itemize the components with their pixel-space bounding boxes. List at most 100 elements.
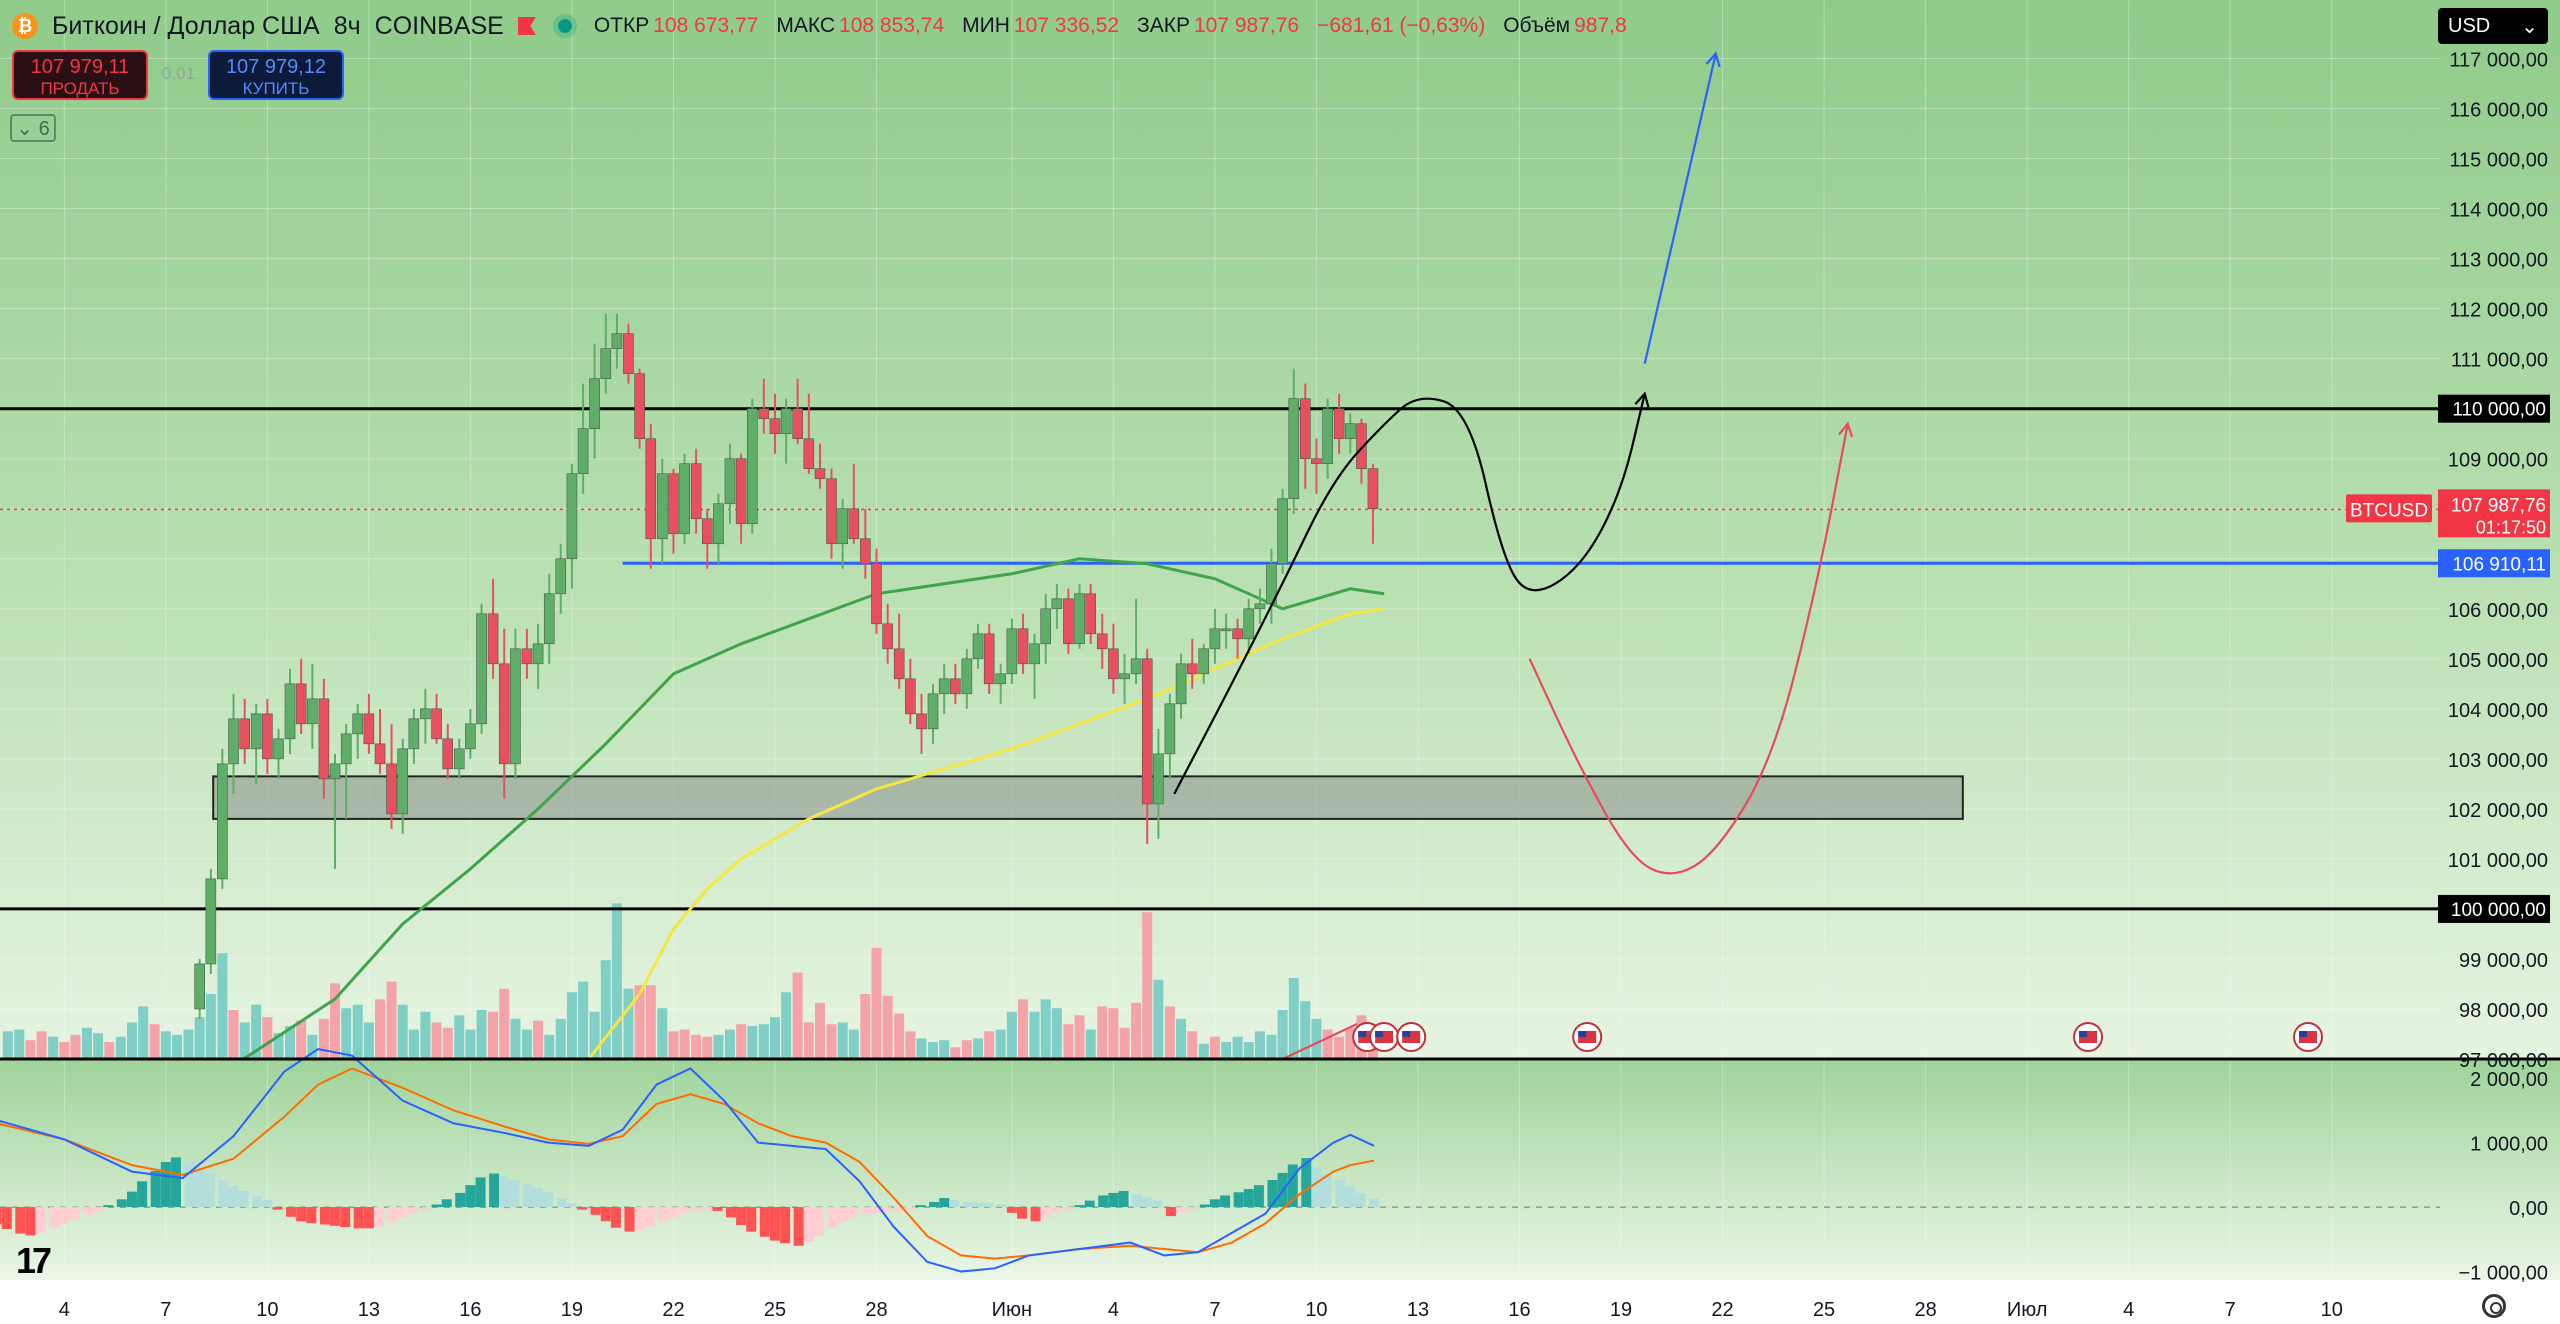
- macd-histogram-bar: [1165, 1207, 1176, 1217]
- volume-key: Объём: [1503, 14, 1571, 37]
- ohlc-open-key: ОТКР: [593, 14, 650, 37]
- volume-bar: [488, 1011, 499, 1058]
- macd-histogram-bar: [126, 1191, 137, 1208]
- volume-bar: [363, 1022, 374, 1058]
- candle-body: [262, 713, 273, 760]
- time-axis-label: 4: [2123, 1299, 2134, 1321]
- buy-button[interactable]: 107 979,12 КУПИТЬ: [208, 50, 344, 100]
- time-axis-label: 28: [1914, 1299, 1936, 1321]
- macd-histogram-bar: [363, 1207, 374, 1229]
- macd-histogram-bar: [590, 1207, 601, 1215]
- macd-histogram-bar: [905, 1207, 916, 1210]
- volume-bar: [476, 1010, 487, 1058]
- sell-button[interactable]: 107 979,11 ПРОДАТЬ: [12, 50, 148, 100]
- time-axis-label: 7: [1209, 1299, 1220, 1321]
- volume-bar: [950, 1047, 961, 1058]
- price-axis-label: 106 000,00: [2448, 600, 2548, 622]
- volume-bar: [138, 1006, 149, 1058]
- volume-bar: [544, 1034, 555, 1058]
- collapse-indicators-button[interactable]: ⌄ 6: [10, 114, 56, 142]
- candle-body: [837, 508, 848, 545]
- candle-body: [217, 763, 228, 880]
- macd-histogram-bar: [160, 1161, 171, 1208]
- candle-body: [239, 718, 250, 750]
- macd-histogram-bar: [353, 1207, 364, 1229]
- macd-line: [0, 1048, 1375, 1273]
- time-axis-label: 13: [1407, 1299, 1429, 1321]
- macd-histogram-bar: [319, 1207, 330, 1225]
- volume-bar: [1142, 912, 1153, 1058]
- ohlc-low-value: 107 336,52: [1013, 14, 1120, 37]
- gear-icon[interactable]: [2482, 1294, 2506, 1318]
- volume-bar: [724, 1029, 735, 1058]
- volume-bar: [826, 1024, 837, 1058]
- macd-histogram-bar: [813, 1207, 824, 1236]
- candle-body: [1277, 498, 1288, 565]
- level-price-tag: [2438, 894, 2550, 923]
- candle-body: [1096, 633, 1108, 650]
- time-axis-label: 7: [160, 1299, 171, 1321]
- volume-bar: [183, 1029, 194, 1058]
- macd-histogram-bar: [1108, 1192, 1119, 1208]
- volume-bar: [894, 1013, 905, 1058]
- ohlc-values: ОТКР 108 673,77 МАКС 108 853,74 МИН 107 336…: [594, 14, 1627, 38]
- volume-bar: [454, 1015, 465, 1058]
- time-axis-label: 25: [764, 1299, 786, 1321]
- interval-label[interactable]: 8ч: [333, 11, 361, 40]
- candle-body: [1367, 468, 1379, 510]
- macd-histogram-bar: [746, 1207, 757, 1232]
- macd-histogram-bar: [983, 1203, 994, 1208]
- macd-histogram-bar: [184, 1161, 195, 1208]
- macd-histogram-bar: [1355, 1192, 1366, 1208]
- volume-bar: [1266, 1034, 1277, 1058]
- time-axis-label: 7: [2225, 1299, 2236, 1321]
- candle-body: [814, 468, 826, 480]
- currency-select[interactable]: USD ⌄: [2438, 8, 2548, 44]
- volume-bar: [499, 988, 510, 1058]
- macd-histogram-bar: [252, 1196, 263, 1208]
- candle-body: [905, 678, 916, 715]
- volume-bar: [973, 1038, 984, 1058]
- volume-bar: [848, 1029, 859, 1058]
- volume-bar: [285, 1026, 296, 1058]
- volume-bar: [70, 1034, 81, 1058]
- ohlc-open: ОТКР 108 673,77: [594, 14, 759, 38]
- candle-body: [1198, 648, 1210, 675]
- buy-price: 107 979,12: [225, 56, 327, 78]
- volume-bar: [251, 1004, 262, 1058]
- macd-histogram-bar: [1335, 1179, 1346, 1208]
- volume-bar: [634, 985, 645, 1058]
- candle-body: [205, 878, 217, 965]
- flag-canton: [1375, 1031, 1384, 1037]
- price-axis-label: 113 000,00: [2449, 250, 2548, 272]
- flag-icon[interactable]: [517, 17, 536, 35]
- candle-body: [555, 558, 567, 595]
- candle-body: [1051, 598, 1063, 610]
- trend-drawing: [1528, 423, 1849, 875]
- candle-body: [1288, 398, 1300, 500]
- volume-bar: [533, 1020, 544, 1058]
- macd-histogram-bar: [1074, 1205, 1085, 1208]
- macd-histogram-bar: [93, 1207, 104, 1211]
- price-axis-label: 102 000,00: [2448, 800, 2548, 822]
- candle-body: [893, 648, 905, 680]
- candle-body: [848, 508, 860, 540]
- volume-bar: [1176, 1018, 1187, 1058]
- macd-axis-label: 1 000,00: [2470, 1134, 2548, 1156]
- candle-body: [724, 458, 736, 505]
- support-zone-rect: [212, 775, 1964, 820]
- volume-bar: [14, 1029, 25, 1058]
- time-axis-label: 10: [256, 1299, 278, 1321]
- macd-histogram-bar: [509, 1179, 520, 1208]
- volume-value: 987,8: [1574, 14, 1627, 37]
- macd-histogram-bar: [69, 1207, 80, 1220]
- volume-bar: [1029, 1011, 1040, 1058]
- candle-body: [1344, 423, 1356, 440]
- volume-bar: [1198, 1043, 1209, 1058]
- symbol-title[interactable]: Биткоин / Доллар США: [52, 11, 320, 40]
- candle-body: [487, 613, 499, 665]
- candle-body: [769, 418, 781, 435]
- price-axis-label: 104 000,00: [2448, 700, 2548, 722]
- macd-histogram-bar: [769, 1207, 780, 1241]
